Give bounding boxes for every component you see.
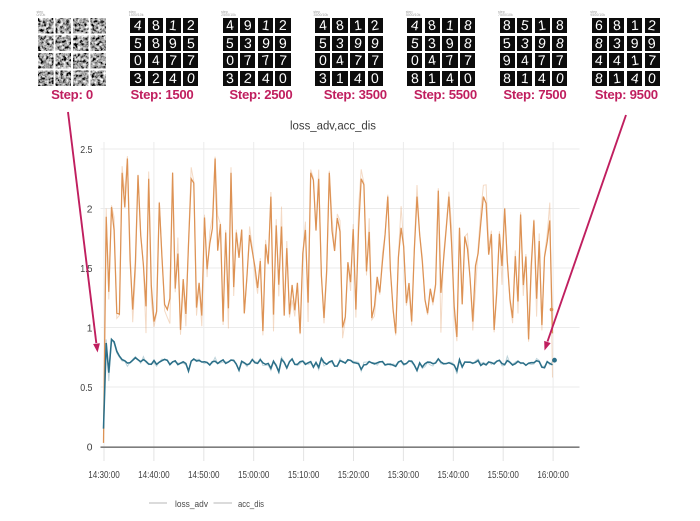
svg-text:15:20:00: 15:20:00: [338, 470, 370, 481]
svg-text:14:50:00: 14:50:00: [188, 470, 220, 481]
svg-text:acc_dis: acc_dis: [238, 499, 264, 510]
svg-text:loss_adv: loss_adv: [175, 499, 208, 510]
svg-text:2.5: 2.5: [80, 145, 93, 156]
svg-text:0.5: 0.5: [80, 383, 93, 394]
svg-text:14:30:00: 14:30:00: [88, 470, 120, 481]
svg-text:15:50:00: 15:50:00: [487, 470, 519, 481]
svg-text:15:30:00: 15:30:00: [388, 470, 420, 481]
svg-text:16:00:00: 16:00:00: [537, 470, 569, 481]
svg-text:loss_adv,acc_dis: loss_adv,acc_dis: [290, 119, 376, 133]
svg-text:1: 1: [87, 324, 93, 335]
svg-text:14:40:00: 14:40:00: [138, 470, 170, 481]
svg-text:15:40:00: 15:40:00: [438, 470, 470, 481]
svg-text:15:10:00: 15:10:00: [288, 470, 320, 481]
svg-text:15:00:00: 15:00:00: [238, 470, 270, 481]
svg-text:2: 2: [87, 205, 93, 216]
svg-text:0: 0: [87, 443, 93, 454]
